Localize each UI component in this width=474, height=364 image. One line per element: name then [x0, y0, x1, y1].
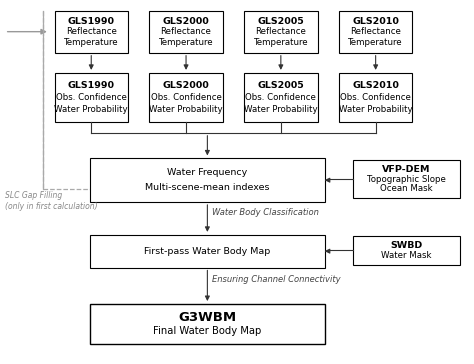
Text: Ensuring Channel Connectivity: Ensuring Channel Connectivity	[212, 275, 341, 284]
FancyBboxPatch shape	[90, 158, 325, 202]
Text: (only in first calculation): (only in first calculation)	[5, 202, 97, 211]
FancyBboxPatch shape	[244, 73, 318, 122]
FancyBboxPatch shape	[149, 11, 223, 53]
Text: Temperature: Temperature	[348, 38, 403, 47]
Text: GLS1990: GLS1990	[68, 17, 115, 26]
Text: Water Frequency: Water Frequency	[167, 169, 247, 177]
Text: Obs. Confidence: Obs. Confidence	[340, 93, 411, 102]
FancyBboxPatch shape	[353, 236, 460, 265]
Text: Temperature: Temperature	[159, 38, 213, 47]
Text: SWBD: SWBD	[390, 241, 423, 250]
Text: GLS2010: GLS2010	[352, 80, 399, 90]
Text: GLS2005: GLS2005	[257, 17, 304, 26]
Text: GLS2010: GLS2010	[352, 17, 399, 26]
Text: First-pass Water Body Map: First-pass Water Body Map	[144, 247, 271, 256]
FancyBboxPatch shape	[339, 11, 412, 53]
Text: G3WBM: G3WBM	[178, 311, 237, 324]
Text: GLS1990: GLS1990	[68, 80, 115, 90]
Text: GLS2005: GLS2005	[257, 80, 304, 90]
Text: Water Mask: Water Mask	[381, 251, 432, 260]
Text: Water Probability: Water Probability	[339, 105, 412, 114]
FancyBboxPatch shape	[90, 304, 325, 344]
Text: Water Probability: Water Probability	[149, 105, 223, 114]
FancyBboxPatch shape	[339, 73, 412, 122]
Text: Reflectance: Reflectance	[350, 27, 401, 36]
FancyBboxPatch shape	[149, 73, 223, 122]
Text: Topographic Slope: Topographic Slope	[367, 175, 446, 184]
Text: Obs. Confidence: Obs. Confidence	[151, 93, 221, 102]
FancyBboxPatch shape	[244, 11, 318, 53]
Text: Final Water Body Map: Final Water Body Map	[153, 326, 262, 336]
Text: Temperature: Temperature	[64, 38, 118, 47]
Text: GLS2000: GLS2000	[163, 17, 210, 26]
Text: GLS2000: GLS2000	[163, 80, 210, 90]
Text: VFP-DEM: VFP-DEM	[382, 165, 431, 174]
FancyBboxPatch shape	[55, 73, 128, 122]
FancyBboxPatch shape	[90, 235, 325, 268]
FancyBboxPatch shape	[55, 11, 128, 53]
Text: Obs. Confidence: Obs. Confidence	[246, 93, 316, 102]
Text: Multi-scene-mean indexes: Multi-scene-mean indexes	[145, 183, 270, 192]
Text: Ocean Mask: Ocean Mask	[380, 184, 433, 193]
Text: Reflectance: Reflectance	[161, 27, 211, 36]
Text: SLC Gap Filling: SLC Gap Filling	[5, 191, 62, 200]
FancyBboxPatch shape	[353, 160, 460, 198]
Text: Reflectance: Reflectance	[66, 27, 117, 36]
Text: Obs. Confidence: Obs. Confidence	[56, 93, 127, 102]
Text: Water Body Classification: Water Body Classification	[212, 207, 319, 217]
Text: Water Probability: Water Probability	[244, 105, 318, 114]
Text: Temperature: Temperature	[254, 38, 308, 47]
Text: Water Probability: Water Probability	[55, 105, 128, 114]
Text: Reflectance: Reflectance	[255, 27, 306, 36]
